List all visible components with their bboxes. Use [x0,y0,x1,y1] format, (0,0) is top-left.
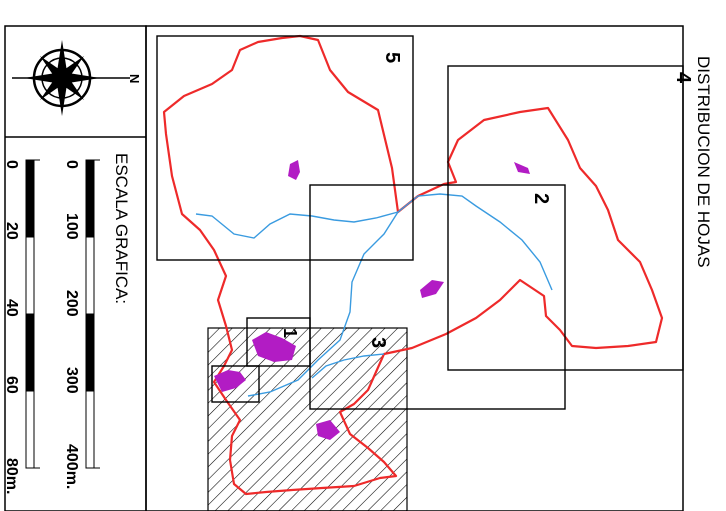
scale-bar-1 [85,159,100,469]
scale2-tick-80: 80m. [3,458,20,494]
urban-area [514,162,530,174]
sheet-5-frame [156,35,414,261]
scale-label: ESCALA GRAFICA: [112,153,131,304]
urban-area [316,420,340,440]
scale1-tick-100: 100 [63,213,80,240]
sheet-1-frame-b [211,365,260,403]
scale2-tick-40: 40 [3,299,20,317]
river-main [247,193,553,397]
scale1-tick-300: 300 [63,367,80,394]
urban-area [288,160,300,180]
river-branch-south [311,353,385,379]
scale1-tick-200: 200 [63,290,80,317]
scale2-tick-0: 0 [3,160,20,169]
sheet-label-4: 4 [672,72,694,84]
sheet-label-3: 3 [367,337,389,348]
scale2-tick-20: 20 [3,222,20,240]
map-title: DISTRIBUCION DE HOJAS [694,56,713,268]
scale1-tick-400: 400m. [63,444,80,489]
municipal-boundary [162,34,664,496]
sheet-2-frame [309,184,566,410]
urban-area [214,370,246,392]
scale1-tick-0: 0 [63,160,80,169]
urban-area [420,280,444,298]
compass-icon [12,40,130,116]
north-label: N [127,74,142,83]
sheet-1-frame-a [246,317,311,367]
sheet-label-2: 2 [530,193,552,204]
sheet-label-1: 1 [280,328,300,338]
scale-bar-2 [25,159,40,469]
hatched-area [207,327,408,511]
sheet-label-5: 5 [381,52,403,63]
scale2-tick-60: 60 [3,376,20,394]
river-branch-north [195,211,399,239]
urban-area [252,332,296,362]
